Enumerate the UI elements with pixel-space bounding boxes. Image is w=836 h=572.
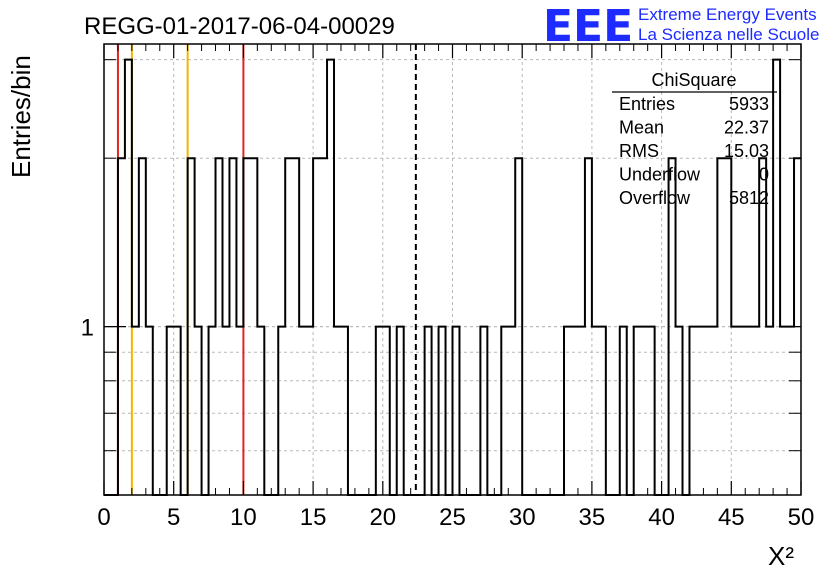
stats-row-label: Mean (619, 118, 664, 138)
stats-rows: Entries 5933 Mean 22.37 RMS 15.03 Underflow 0 Ov… (619, 94, 769, 208)
stats-row-value: 0 (759, 165, 769, 185)
stats-row-label: Underflow (619, 165, 701, 185)
x-tick-label: 40 (648, 504, 675, 531)
axis-ticks (103, 44, 802, 495)
stats-box: ChiSquare Entries 5933 Mean 22.37 RMS 15.03 Un… (612, 70, 777, 208)
x-tick-label: 35 (579, 504, 606, 531)
y-tick-label: 1 (81, 315, 94, 342)
stats-row-value: 15.03 (724, 141, 769, 161)
eee-logo: EEE Extreme Energy Events La Scienza nel… (543, 1, 819, 52)
reference-lines (116, 44, 417, 495)
stats-row-value: 22.37 (724, 118, 769, 138)
x-axis-label: X² (768, 541, 794, 571)
stats-row-label: Entries (619, 94, 675, 114)
stats-row-label: RMS (619, 141, 659, 161)
stats-name: ChiSquare (651, 70, 736, 90)
x-tick-label: 0 (97, 504, 110, 531)
logo-line-2: La Scienza nelle Scuole (638, 25, 819, 44)
y-axis-label: Entries/bin (6, 55, 36, 178)
x-tick-label: 25 (439, 504, 466, 531)
x-tick-label: 15 (300, 504, 327, 531)
chart-title: REGG-01-2017-06-04-00029 (84, 13, 395, 40)
x-tick-label: 50 (788, 504, 815, 531)
x-tick-label: 5 (167, 504, 180, 531)
tick-labels: 0 5 10 15 20 25 30 35 40 45 50 1 (81, 315, 815, 531)
stats-row-value: 5933 (729, 94, 769, 114)
x-tick-label: 10 (230, 504, 257, 531)
logo-line-1: Extreme Energy Events (638, 5, 817, 24)
stats-row-value: 5812 (729, 188, 769, 208)
x-tick-label: 30 (509, 504, 536, 531)
stats-row-label: Overflow (619, 188, 691, 208)
x-tick-label: 45 (718, 504, 745, 531)
x-tick-label: 20 (369, 504, 396, 531)
